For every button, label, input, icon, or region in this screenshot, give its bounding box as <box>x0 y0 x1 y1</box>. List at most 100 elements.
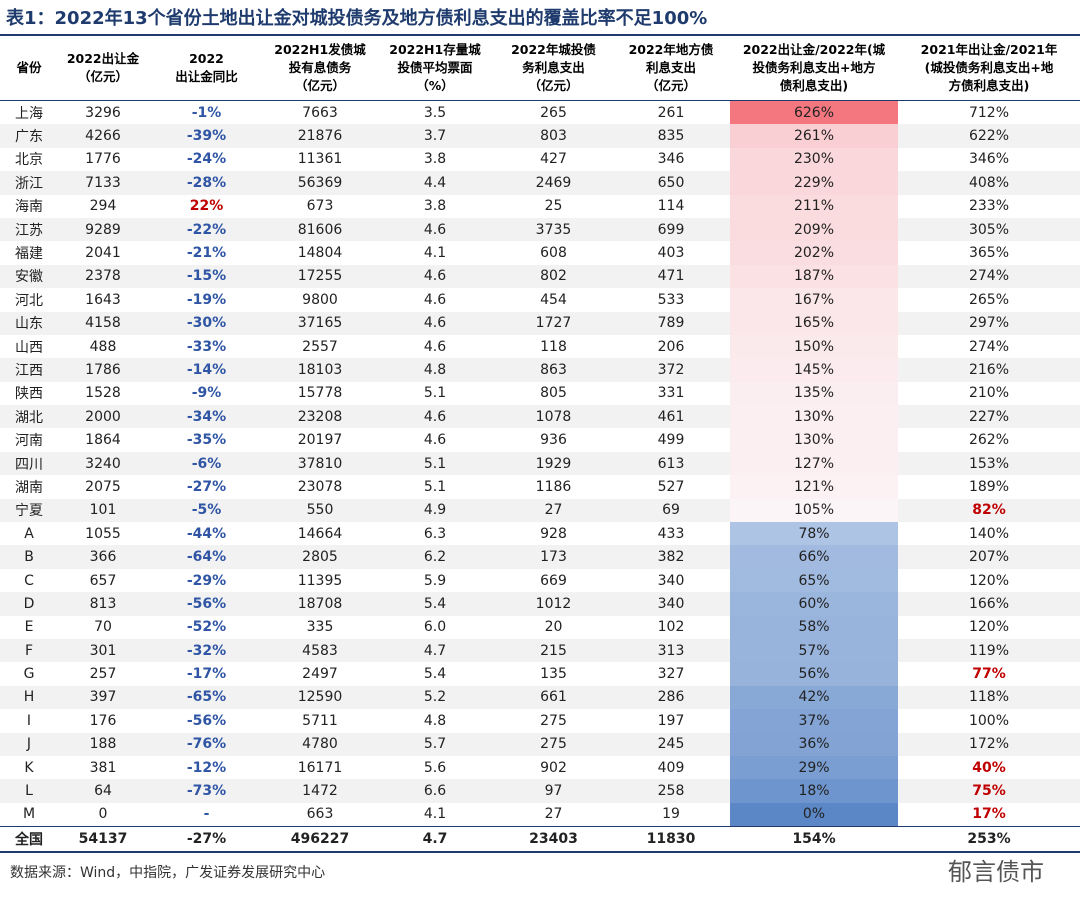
cell: 207% <box>898 545 1080 569</box>
header-line: 2021年出让金/2021年 <box>920 42 1058 57</box>
cell: 5.1 <box>375 451 495 476</box>
cell: 2497 <box>302 666 338 683</box>
table-row: 河北 1643 -19% 9800 4.6 454 533 167% 265% <box>0 288 1080 312</box>
cell: 301 <box>58 638 148 663</box>
cell: 18103 <box>265 358 375 382</box>
cell: -56% <box>148 592 265 616</box>
cell: 153% <box>898 451 1080 476</box>
cell: 140% <box>968 525 1010 542</box>
cell: 261% <box>730 124 898 148</box>
cell: 11395 <box>297 572 343 589</box>
cell: 622% <box>898 124 1080 148</box>
cell: 4.6 <box>375 311 495 335</box>
cell: 4266 <box>58 124 148 148</box>
cell: 21876 <box>265 124 375 148</box>
cell: 12590 <box>265 685 375 710</box>
cell: 335 <box>306 619 334 636</box>
cell: 57% <box>730 638 898 663</box>
cell: 1186 <box>535 478 572 495</box>
cell: 488 <box>89 338 117 355</box>
table-row: 山东 4158 -30% 37165 4.6 1727 789 165% 297% <box>0 311 1080 335</box>
column-header: 2021年出让金/2021年 (城投债务利息支出+地 方债利息支出) <box>898 34 1080 101</box>
cell: 23078 <box>297 478 343 495</box>
row-label: 河北 <box>15 292 43 309</box>
row-label: 广东 <box>0 124 58 148</box>
cell: -5% <box>148 498 265 523</box>
cell: -22% <box>148 217 265 242</box>
row-label: 江西 <box>0 358 58 382</box>
column-header: 2022H1存量城 投债平均票面 （%） <box>375 34 495 101</box>
cell: 16171 <box>297 759 343 776</box>
cell: 305% <box>898 217 1080 242</box>
header-line: 利息支出 <box>645 60 696 75</box>
cell: 4780 <box>265 732 375 756</box>
cell: -64% <box>148 545 265 569</box>
cell: -29% <box>186 572 227 589</box>
header-line: 务利息支出 <box>522 60 585 75</box>
cell: 1078 <box>495 405 612 429</box>
cell: 227% <box>898 405 1080 429</box>
row-label: 湖北 <box>0 405 58 429</box>
cell: 3.8 <box>423 151 447 168</box>
table-row: 湖南 2075 -27% 23078 5.1 1186 527 121% 189% <box>0 475 1080 499</box>
cell: 4158 <box>58 311 148 335</box>
cell: 172% <box>898 732 1080 756</box>
header-line: 出让金同比 <box>175 69 238 84</box>
cell: 5.6 <box>423 759 447 776</box>
cell: 2805 <box>265 545 375 569</box>
table-row: 宁夏 101 -5% 550 4.9 27 69 105% 82% <box>0 498 1080 523</box>
cell: 433 <box>657 525 685 542</box>
cell: -17% <box>186 666 227 683</box>
cell: 4.4 <box>375 171 495 195</box>
cell: 189% <box>968 478 1010 495</box>
header-line: 投债务利息支出+地方 <box>752 60 876 75</box>
cell: - <box>203 806 210 823</box>
cell: 3735 <box>495 217 612 242</box>
cell: 3.7 <box>375 124 495 148</box>
cell: -28% <box>148 171 265 195</box>
cell: 928 <box>540 525 567 542</box>
cell: 66% <box>730 545 898 569</box>
cell: 165% <box>730 311 898 335</box>
cell: 58% <box>730 615 898 639</box>
cell: 130% <box>730 405 898 429</box>
table-row: 海南 294 22% 673 3.8 25 114 211% 233% <box>0 194 1080 218</box>
cell: -14% <box>148 358 265 382</box>
cell: 211% <box>730 194 898 218</box>
cell: 669 <box>540 572 567 589</box>
cell: 613 <box>612 451 730 476</box>
table: 省份 2022出让金 （亿元） 2022 出让金同比 2022H1发债城 投有息债务 （亿元）… <box>0 34 1080 853</box>
cell: 9800 <box>302 291 338 308</box>
header-line: 省份 <box>16 60 42 75</box>
cell: 209% <box>730 217 898 242</box>
table-row: 湖北 2000 -34% 23208 4.6 1078 461 130% 227% <box>0 405 1080 429</box>
table-body: 上海 3296 -1% 7663 3.5 265 261 626% 712% 广东 4266 -39%… <box>0 100 1080 853</box>
header-line: （亿元） <box>77 69 128 84</box>
cell: -76% <box>148 732 265 756</box>
table-row: 北京 1776 -24% 11361 3.8 427 346 230% 346% <box>0 147 1080 172</box>
cell: 813 <box>58 592 148 616</box>
row-label: M <box>22 806 36 823</box>
header-line: 投债平均票面 <box>397 60 473 75</box>
header-line: 2022H1存量城 <box>389 42 481 57</box>
cell: -44% <box>186 525 227 542</box>
cell: 2557 <box>302 338 338 355</box>
cell: 118% <box>898 685 1080 710</box>
cell: 121% <box>730 475 898 499</box>
cell: 187% <box>730 264 898 289</box>
cell: 5.1 <box>423 385 447 402</box>
cell: 206 <box>657 338 685 355</box>
cell: 346 <box>657 151 685 168</box>
cell: 4583 <box>265 638 375 663</box>
header-line: 2022H1发债城 <box>274 42 366 57</box>
cell: 1055 <box>85 525 121 542</box>
row-label: B <box>0 545 58 569</box>
cell: -52% <box>186 619 227 636</box>
cell: 257 <box>89 666 117 683</box>
cell: 4.6 <box>375 264 495 289</box>
header-line: （亿元） <box>294 78 345 93</box>
cell: 5.4 <box>375 592 495 616</box>
cell: 340 <box>657 572 685 589</box>
table-row: 福建 2041 -21% 14804 4.1 608 403 202% 365% <box>0 241 1080 265</box>
cell: 14664 <box>297 525 343 542</box>
